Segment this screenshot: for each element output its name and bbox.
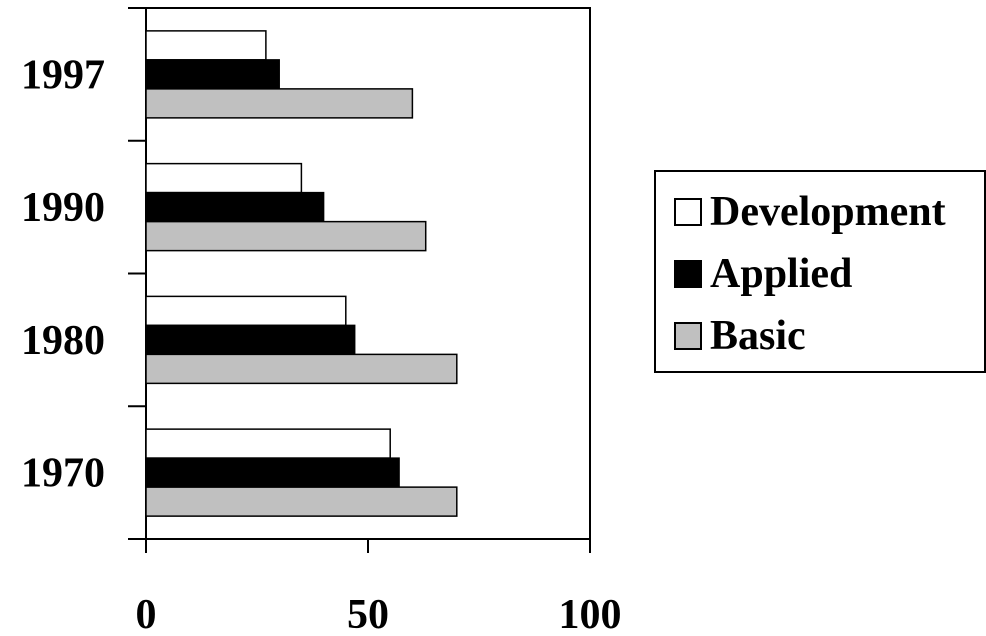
x-tick-label-50: 50 — [347, 592, 389, 636]
bar-development-1970 — [145, 428, 391, 459]
bar-applied-1997 — [145, 59, 280, 90]
legend-swatch-basic — [674, 322, 702, 350]
category-label-1997: 1997 — [21, 52, 105, 98]
legend-item-development: Development — [656, 184, 946, 240]
bar-development-1997 — [145, 30, 267, 61]
legend-label-basic: Basic — [710, 313, 806, 359]
x-tick-label-100: 100 — [559, 592, 622, 636]
legend-label-applied: Applied — [710, 251, 853, 297]
category-label-1980: 1980 — [21, 318, 105, 364]
bar-basic-1970 — [145, 486, 458, 517]
legend-item-basic: Basic — [656, 308, 806, 364]
legend-item-applied: Applied — [656, 246, 852, 302]
x-tick-label-0: 0 — [136, 592, 157, 636]
category-label-1970: 1970 — [21, 451, 105, 497]
category-label-1990: 1990 — [21, 185, 105, 231]
bar-basic-1980 — [145, 353, 458, 385]
legend: Development Applied Basic — [654, 170, 986, 373]
legend-label-development: Development — [710, 189, 946, 235]
legend-swatch-applied — [674, 260, 702, 288]
bar-basic-1990 — [145, 220, 427, 252]
legend-swatch-development — [674, 198, 702, 226]
bar-applied-1980 — [145, 324, 356, 356]
bar-development-1980 — [145, 295, 347, 327]
bar-development-1990 — [145, 162, 303, 194]
bar-applied-1970 — [145, 457, 400, 488]
bar-applied-1990 — [145, 191, 325, 223]
bar-basic-1997 — [145, 88, 414, 119]
